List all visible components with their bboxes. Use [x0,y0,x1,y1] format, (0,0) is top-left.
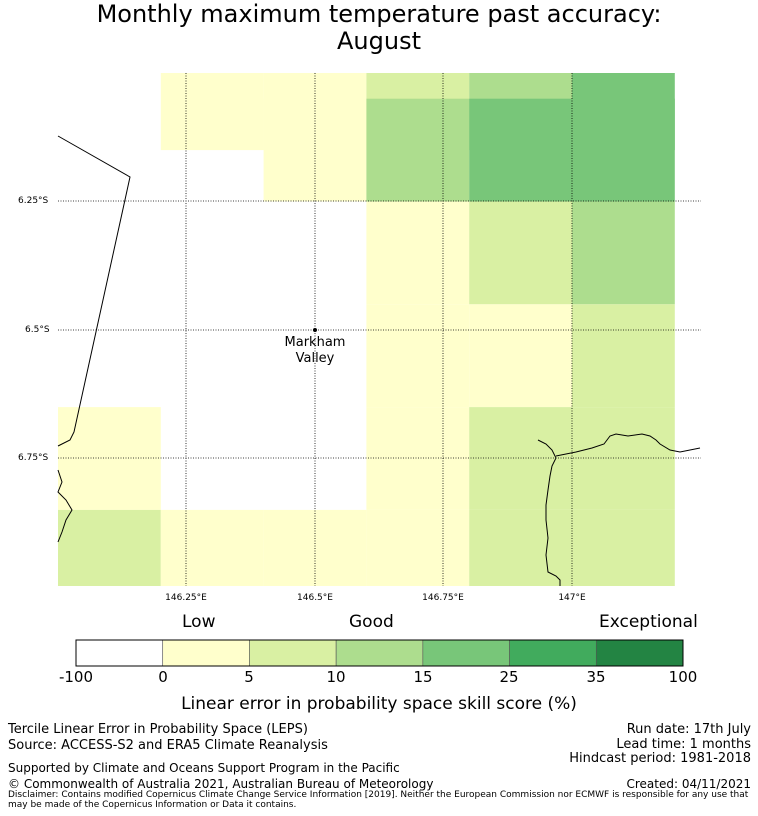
footer-created: Created: 04/11/2021 [626,777,751,791]
cbar-tick: -100 [58,668,94,686]
category-exceptional: Exceptional [599,612,698,632]
grid-cell [366,407,470,510]
colorbar [75,639,684,667]
footer-run-date: Run date: 17th July [626,722,751,737]
category-good: Good [349,612,394,632]
grid-cell [58,509,161,586]
lat-label-6-25: 6.25°S [18,196,49,206]
lon-label-146-25: 146.25°E [165,593,207,603]
colorbar-title: Linear error in probability space skill … [181,694,577,714]
colorbar-segment [335,639,424,667]
grid-cell [160,509,264,586]
town-name-line2: Valley [295,351,335,366]
footer-disclaimer: Disclaimer: Contains modified Copernicus… [8,790,749,810]
cbar-tick: 35 [586,668,606,686]
footer-copyright: © Commonwealth of Australia 2021, Austra… [8,777,434,791]
chart-title-line1: Monthly maximum temperature past accurac… [96,0,662,28]
gridlines [58,73,701,586]
grid-cell [469,304,572,408]
footer-lead-time: Lead time: 1 months [616,737,751,752]
grid-cell [572,509,675,586]
colorbar-segment [595,639,684,667]
town-marker [313,328,317,332]
grid-cell [572,201,675,305]
cbar-tick: 15 [413,668,433,686]
colorbar-segment [422,639,510,667]
grid-cell [58,73,161,151]
lat-label-6-5: 6.5°S [25,325,50,335]
footer-hindcast: Hindcast period: 1981-2018 [569,751,751,766]
lon-label-146-75: 146.75°E [422,593,464,603]
colorbar-segment [75,639,164,667]
grid-cell [572,98,675,202]
grid-cell [366,509,470,586]
grid-cell [572,407,675,510]
lon-label-146-5: 146.5°E [297,593,333,603]
grid-cell [160,73,264,151]
footer-method: Tercile Linear Error in Probability Spac… [8,722,308,737]
coastline-east [537,433,701,586]
colorbar-outline [75,639,684,667]
lat-label-6-75: 6.75°S [18,453,49,463]
grid-cell [572,304,675,408]
colorbar-segment [509,639,597,667]
grid-cell [469,98,572,202]
grid-cell [58,407,161,510]
coastline-west [57,469,73,543]
grid-cell [469,201,572,305]
town-label: Markham Valley [270,335,360,367]
lon-label-147: 147°E [558,593,586,603]
grid-cells [58,73,675,586]
grid-cell [469,509,572,586]
colorbar-segment [249,639,337,667]
grid-cell [366,304,470,408]
chart-title-line2: August [337,27,421,55]
footer-source: Source: ACCESS-S2 and ERA5 Climate Reana… [8,738,328,753]
border-line [57,135,131,447]
cbar-tick: 100 [668,668,698,686]
footer-support: Supported by Climate and Oceans Support … [8,761,400,775]
cbar-tick: 25 [499,668,519,686]
cbar-tick: 10 [326,668,346,686]
town-name-line1: Markham [284,335,346,350]
cbar-tick: 5 [244,668,254,686]
grid-cell [366,98,470,202]
cbar-tick: 0 [158,668,168,686]
grid-cell [469,407,572,510]
colorbar-segment [162,639,250,667]
grid-cell [366,201,470,305]
category-low: Low [182,612,216,632]
